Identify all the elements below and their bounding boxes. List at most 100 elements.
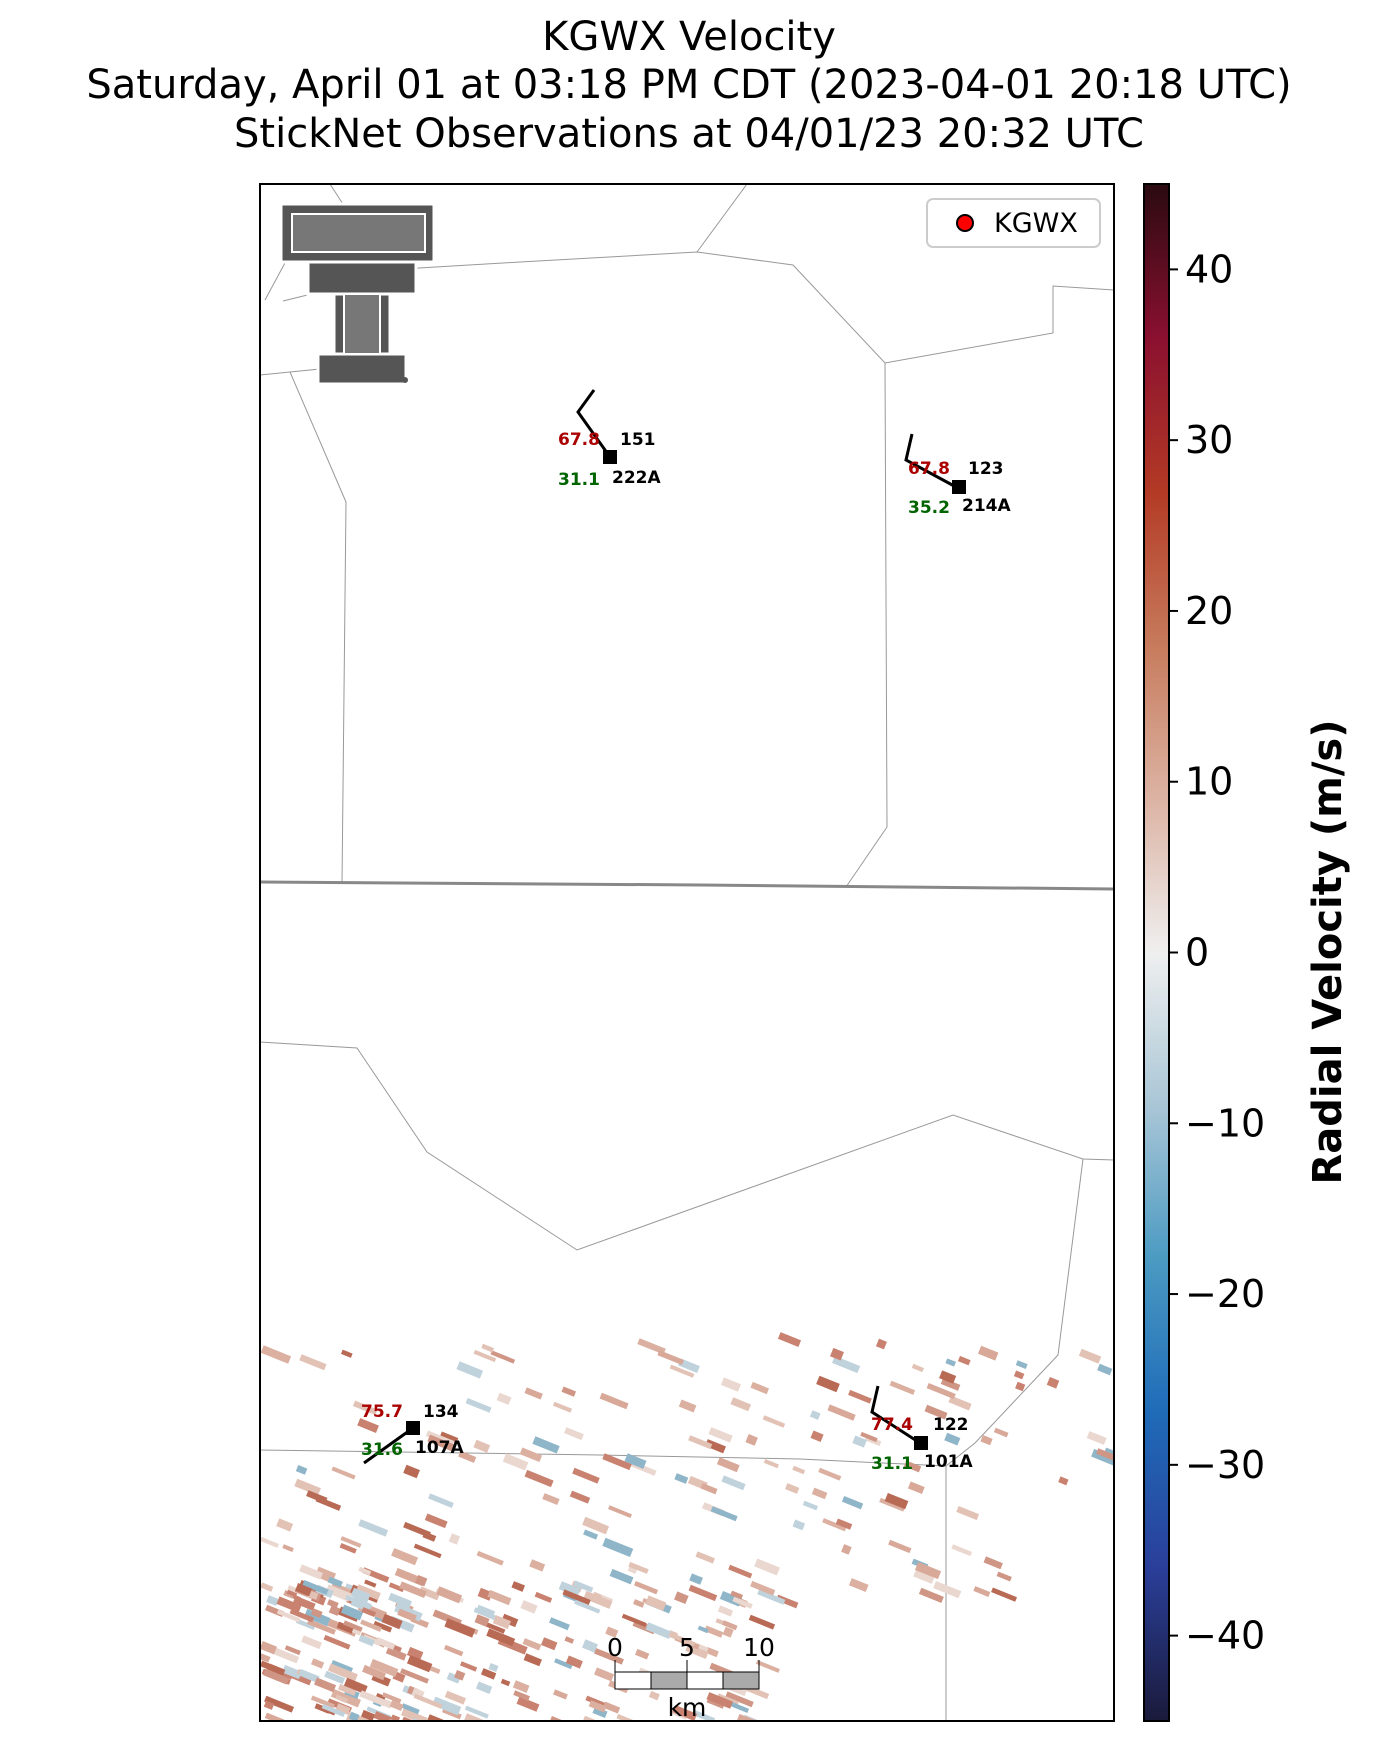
texas-tech-double-t-logo: [279, 202, 436, 386]
radar-return-gate: [413, 1693, 443, 1709]
radar-return-gate: [777, 1332, 802, 1348]
radar-return-gate: [388, 1592, 412, 1609]
legend: KGWX: [926, 198, 1101, 248]
radar-return-gate: [345, 1594, 373, 1610]
radar-return-gate: [697, 1625, 709, 1634]
radar-return-gate: [637, 1338, 666, 1355]
radar-return-gate: [427, 1434, 455, 1452]
radar-return-gate: [562, 1589, 591, 1605]
radar-return-gate: [1058, 1476, 1069, 1486]
radar-return-gate: [948, 1395, 972, 1411]
station-dew: 31.1: [558, 470, 600, 490]
radar-return-gate: [645, 1622, 672, 1639]
colorbar: 40 30 20 10 0 −10 −20 −30 −40 Radial Velocity (m…: [1143, 183, 1351, 1722]
radar-return-gate: [294, 1478, 321, 1496]
radar-return-gate: [358, 1566, 372, 1576]
scale-tick-10: 10: [743, 1633, 775, 1662]
radar-return-gate: [385, 1646, 407, 1661]
radar-return-gate: [264, 1695, 295, 1713]
radar-return-gate: [359, 1690, 387, 1707]
radar-return-gate: [310, 1695, 335, 1709]
radar-return-gate: [276, 1518, 294, 1532]
radar-return-gate: [511, 1581, 526, 1592]
radar-return-gate: [523, 1653, 542, 1667]
radar-return-gate: [750, 1580, 776, 1596]
radar-return-gate: [415, 1575, 428, 1587]
radar-return-gate: [754, 1558, 780, 1576]
radar-return-gate: [722, 1620, 738, 1631]
radar-return-gate: [588, 1700, 607, 1713]
radar-return-gate: [573, 1580, 594, 1593]
station-107a: 75.7 134 31.6 107A: [361, 1402, 464, 1465]
radar-return-gate: [996, 1571, 1012, 1582]
legend-marker-icon: [956, 214, 974, 232]
radar-return-gate: [314, 1677, 337, 1693]
radar-return-gate: [810, 1430, 824, 1443]
radar-return-gate: [361, 1607, 377, 1617]
radar-return-gate: [397, 1608, 417, 1622]
radar-return-gate: [918, 1587, 944, 1603]
radar-return-gate: [399, 1581, 427, 1599]
scale-tick-5: 5: [679, 1633, 695, 1662]
radar-return-gate: [492, 1615, 512, 1630]
radar-return-gate: [1097, 1363, 1113, 1376]
radar-return-gate: [482, 1621, 506, 1634]
radar-return-gate: [327, 1663, 358, 1682]
radar-return-gate: [302, 1580, 329, 1595]
title-line-2: Saturday, April 01 at 03:18 PM CDT (2023…: [86, 62, 1292, 108]
radar-return-gate: [732, 1596, 753, 1609]
radar-return-gate: [848, 1578, 869, 1593]
radar-return-gate: [314, 1703, 331, 1714]
station-id: 101A: [924, 1452, 973, 1472]
radar-return-gate: [276, 1596, 302, 1613]
radar-return-gate: [1046, 1376, 1060, 1389]
radar-return-gate: [439, 1431, 459, 1444]
radar-return-gate: [583, 1529, 599, 1540]
radar-return-gate: [391, 1548, 419, 1566]
radar-return-gate: [298, 1669, 320, 1683]
station-temp: 75.7: [361, 1402, 403, 1422]
radar-return-gate: [286, 1589, 298, 1598]
radar-return-gate: [306, 1619, 336, 1635]
radar-return-gate: [540, 1637, 558, 1651]
radar-return-gate: [852, 1435, 867, 1448]
radar-return-gate: [463, 1713, 489, 1721]
station-pressure: 151: [620, 430, 656, 450]
radar-return-gate: [325, 1584, 352, 1602]
scale-bar: 0 5 10 km: [607, 1633, 775, 1722]
radar-return-gate: [1078, 1348, 1102, 1364]
radar-return-gate: [569, 1490, 591, 1504]
radar-return-gate: [364, 1579, 377, 1588]
station-dew: 31.6: [361, 1440, 403, 1460]
radar-return-gate: [875, 1338, 887, 1350]
station-222a: 67.8 151 31.1 222A: [558, 389, 661, 490]
radar-return-gate: [373, 1620, 393, 1633]
radar-return-gate: [848, 1389, 872, 1404]
radar-return-gate: [594, 1667, 615, 1682]
radar-return-gate: [835, 1518, 853, 1530]
radar-return-gate: [704, 1625, 724, 1638]
radar-return-gate: [321, 1703, 346, 1717]
radar-return-gate: [730, 1590, 744, 1600]
radar-return-gate: [554, 1658, 573, 1670]
radar-return-gate: [802, 1500, 819, 1511]
radar-return-gate: [360, 1709, 376, 1721]
radar-return-gate: [692, 1709, 716, 1721]
radar-return-gate: [381, 1613, 403, 1630]
radar-return-gate: [582, 1639, 598, 1653]
radar-return-gate: [926, 1383, 956, 1400]
radar-return-gate: [602, 1701, 621, 1714]
radar-return-gate: [389, 1700, 404, 1711]
radar-return-gate: [260, 1640, 277, 1655]
radar-return-gate: [1013, 1370, 1025, 1380]
radar-return-gate: [609, 1568, 634, 1585]
radar-return-gate: [323, 1634, 351, 1650]
radar-return-gate: [477, 1587, 493, 1601]
radar-return-gate: [831, 1355, 861, 1374]
radar-return-gate: [357, 1418, 379, 1433]
radar-return-gate: [564, 1427, 584, 1441]
radar-return-gate: [688, 1584, 718, 1602]
radar-return-gate: [401, 1703, 420, 1715]
radar-return-gate: [413, 1543, 442, 1559]
radar-return-gate: [474, 1614, 490, 1627]
